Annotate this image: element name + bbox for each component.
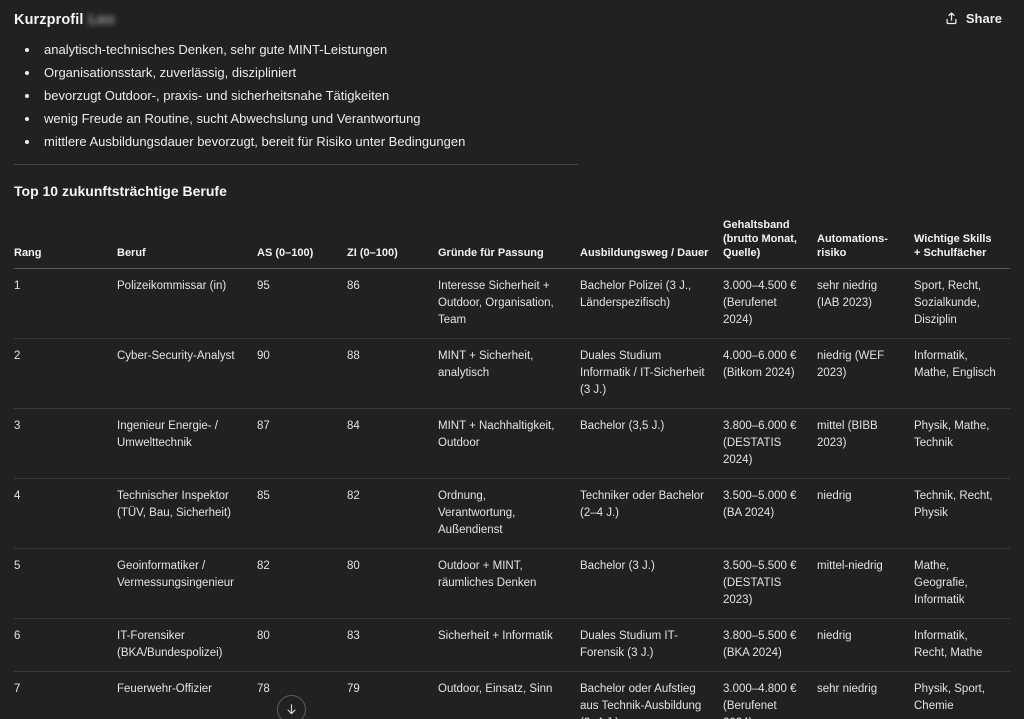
cell-automationsrisiko: sehr niedrig (IAB 2023): [817, 268, 914, 339]
cell-as: 80: [257, 618, 347, 672]
table-row-3: 3 Ingenieur Energie- / Umwelttechnik 87 84 M…: [14, 408, 1010, 479]
cell-zi: 86: [347, 268, 438, 339]
cell-skills: Informatik, Recht, Mathe: [914, 618, 1010, 672]
cell-gehaltsband: 3.800–6.000 € (DESTATIS 2024): [723, 408, 817, 479]
arrow-down-icon: [284, 702, 299, 717]
cell-beruf: Ingenieur Energie- / Umwelttechnik: [117, 408, 257, 479]
cell-gehaltsband: 4.000–6.000 € (Bitkom 2024): [723, 338, 817, 409]
scroll-to-bottom-button[interactable]: [277, 695, 306, 719]
cell-gruende: Outdoor + MINT, räumliches Denken: [438, 548, 580, 619]
cell-gruende: Ordnung, Verantwortung, Außendienst: [438, 478, 580, 549]
cell-ausbildungsweg: Duales Studium Informatik / IT-Sicherhei…: [580, 338, 723, 409]
cell-skills: Sport, Recht, Sozialkunde, Disziplin: [914, 268, 1010, 339]
cell-gruende: Interesse Sicherheit + Outdoor, Organisa…: [438, 268, 580, 339]
cell-beruf: Technischer Inspektor (TÜV, Bau, Sicherh…: [117, 478, 257, 549]
cell-as: 90: [257, 338, 347, 409]
header-row: Rang Beruf AS (0–100) ZI (0–100) Gründe …: [14, 212, 1010, 269]
share-button-label: Share: [965, 11, 1002, 26]
cell-zi: 88: [347, 338, 438, 409]
table-row-7: 7 Feuerwehr-Offizier 78 79 Outdoor, Einsatz,…: [14, 671, 1010, 719]
topbar: Share: [938, 7, 1008, 30]
page-title: Kurzprofil Leo: [14, 10, 1010, 30]
cell-automationsrisiko: sehr niedrig: [817, 671, 914, 719]
cell-rang: 2: [14, 338, 117, 409]
profile-bullet: mittlere Ausbildungsdauer bevorzugt, ber…: [40, 134, 1010, 149]
share-icon: [944, 11, 959, 26]
cell-skills: Informatik, Mathe, Englisch: [914, 338, 1010, 409]
cell-ausbildungsweg: Bachelor (3,5 J.): [580, 408, 723, 479]
table-row-5: 5 Geoinformatiker / Vermessungsingenieur 8…: [14, 548, 1010, 619]
table-section-title: Top 10 zukunftsträchtige Berufe: [14, 183, 227, 199]
jobs-table: Rang Beruf AS (0–100) ZI (0–100) Gründe …: [14, 212, 1010, 719]
cell-beruf: Cyber-Security-Analyst: [117, 338, 257, 409]
cell-zi: 84: [347, 408, 438, 479]
redacted-name: Leo: [88, 12, 115, 28]
cell-skills: Mathe, Geografie, Informatik: [914, 548, 1010, 619]
cell-skills: Technik, Recht, Physik: [914, 478, 1010, 549]
cell-gruende: MINT + Nachhaltigkeit, Outdoor: [438, 408, 580, 479]
column-header-skills: Wichtige Skills + Schulfächer: [914, 212, 1010, 269]
profile-bullet: wenig Freude an Routine, sucht Abwechslu…: [40, 111, 1010, 126]
column-header-gehaltsband: Gehaltsband (brutto Monat, Quelle): [723, 212, 817, 269]
cell-automationsrisiko: niedrig (WEF 2023): [817, 338, 914, 409]
cell-skills: Physik, Sport, Chemie: [914, 671, 1010, 719]
cell-beruf: Geoinformatiker / Vermessungsingenieur: [117, 548, 257, 619]
table-row-4: 4 Technischer Inspektor (TÜV, Bau, Sicher…: [14, 478, 1010, 549]
cell-skills: Physik, Mathe, Technik: [914, 408, 1010, 479]
cell-rang: 7: [14, 671, 117, 719]
column-header-gruende: Gründe für Passung: [438, 212, 580, 269]
cell-gruende: MINT + Sicherheit, analytisch: [438, 338, 580, 409]
column-header-beruf: Beruf: [117, 212, 257, 269]
jobs-table-header: Rang Beruf AS (0–100) ZI (0–100) Gründe …: [14, 212, 1010, 269]
cell-ausbildungsweg: Bachelor (3 J.): [580, 548, 723, 619]
cell-beruf: IT-Forensiker (BKA/Bundespolizei): [117, 618, 257, 672]
cell-automationsrisiko: niedrig: [817, 478, 914, 549]
profile-bullet: bevorzugt Outdoor-, praxis- und sicherhe…: [40, 88, 1010, 103]
cell-zi: 80: [347, 548, 438, 619]
table-row-1: 1 Polizeikommissar (in) 95 86 Interesse Sich…: [14, 268, 1010, 339]
profile-bullet-list: analytisch-technisches Denken, sehr gute…: [14, 42, 1010, 149]
column-header-as: AS (0–100): [257, 212, 347, 269]
column-header-rang: Rang: [14, 212, 117, 269]
page-title-text: Kurzprofil: [14, 12, 84, 28]
cell-beruf: Feuerwehr-Offizier: [117, 671, 257, 719]
cell-rang: 5: [14, 548, 117, 619]
cell-rang: 6: [14, 618, 117, 672]
cell-rang: 3: [14, 408, 117, 479]
cell-automationsrisiko: mittel (BIBB 2023): [817, 408, 914, 479]
column-header-automationsrisiko: Automations-risiko: [817, 212, 914, 269]
cell-zi: 82: [347, 478, 438, 549]
cell-gehaltsband: 3.500–5.000 € (BA 2024): [723, 478, 817, 549]
cell-gruende: Outdoor, Einsatz, Sinn: [438, 671, 580, 719]
cell-beruf: Polizeikommissar (in): [117, 268, 257, 339]
cell-gehaltsband: 3.500–5.500 € (DESTATIS 2023): [723, 548, 817, 619]
cell-as: 85: [257, 478, 347, 549]
profile-bullet: analytisch-technisches Denken, sehr gute…: [40, 42, 1010, 57]
cell-as: 95: [257, 268, 347, 339]
cell-ausbildungsweg: Duales Studium IT-Forensik (3 J.): [580, 618, 723, 672]
profile-bullet: Organisationsstark, zuverlässig, diszipl…: [40, 65, 1010, 80]
column-header-ausbildungsweg: Ausbildungsweg / Dauer: [580, 212, 723, 269]
cell-zi: 83: [347, 618, 438, 672]
cell-zi: 79: [347, 671, 438, 719]
cell-as: 82: [257, 548, 347, 619]
cell-automationsrisiko: mittel-niedrig: [817, 548, 914, 619]
cell-ausbildungsweg: Bachelor oder Aufstieg aus Technik-Ausbi…: [580, 671, 723, 719]
cell-rang: 1: [14, 268, 117, 339]
table-row-6: 6 IT-Forensiker (BKA/Bundespolizei) 80 83 Si…: [14, 618, 1010, 672]
cell-ausbildungsweg: Techniker oder Bachelor (2–4 J.): [580, 478, 723, 549]
cell-automationsrisiko: niedrig: [817, 618, 914, 672]
jobs-table-body: 1 Polizeikommissar (in) 95 86 Interesse Sich…: [14, 268, 1010, 719]
column-header-zi: ZI (0–100): [347, 212, 438, 269]
cell-gehaltsband: 3.000–4.800 € (Berufenet 2024): [723, 671, 817, 719]
cell-gruende: Sicherheit + Informatik: [438, 618, 580, 672]
table-row-2: 2 Cyber-Security-Analyst 90 88 MINT + Sicher…: [14, 338, 1010, 409]
share-button[interactable]: Share: [938, 7, 1008, 30]
cell-gehaltsband: 3.800–5.500 € (BKA 2024): [723, 618, 817, 672]
cell-gehaltsband: 3.000–4.500 € (Berufenet 2024): [723, 268, 817, 339]
cell-as: 87: [257, 408, 347, 479]
section-divider: [14, 164, 578, 165]
cell-rang: 4: [14, 478, 117, 549]
cell-ausbildungsweg: Bachelor Polizei (3 J., Länderspezifisch…: [580, 268, 723, 339]
